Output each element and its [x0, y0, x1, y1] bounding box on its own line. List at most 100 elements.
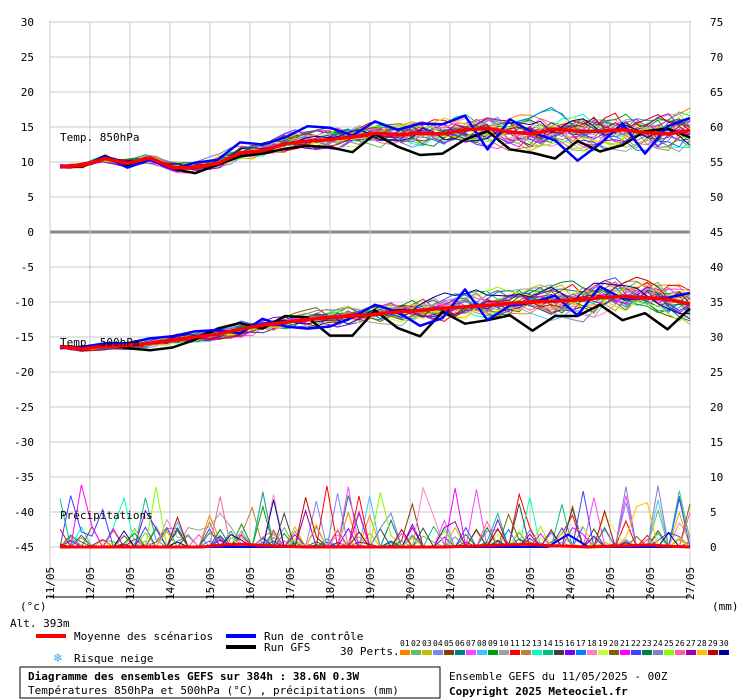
pert-number-label: 06: [455, 639, 465, 648]
left-tick-label: 15: [21, 121, 34, 134]
pert-color-swatch: [587, 650, 597, 655]
pert-color-swatch: [565, 650, 575, 655]
pert-number-label: 13: [532, 639, 542, 648]
right-tick-label: 30: [710, 331, 723, 344]
right-tick-label: 0: [710, 541, 717, 554]
pert-color-swatch: [521, 650, 531, 655]
control-t500-line: [59, 285, 691, 350]
x-tick-label: 23/05: [524, 567, 537, 600]
right-tick-label: 60: [710, 121, 723, 134]
x-tick-label: 11/05: [44, 567, 57, 600]
pert-color-swatch: [411, 650, 421, 655]
x-tick-label: 15/05: [204, 567, 217, 600]
mean-t500-line: [59, 294, 691, 351]
left-tick-label: -40: [14, 506, 34, 519]
left-tick-label: -20: [14, 366, 34, 379]
pert-color-swatch: [664, 650, 674, 655]
left-tick-label: 20: [21, 86, 34, 99]
footer-box: Diagramme des ensembles GEFS sur 384h : …: [19, 666, 441, 699]
pert-number-label: 01: [400, 639, 410, 648]
pert-number-label: 18: [587, 639, 597, 648]
pert-color-swatch: [642, 650, 652, 655]
pert-number-label: 26: [675, 639, 685, 648]
mean-t850-line: [59, 126, 691, 170]
left-tick-label: 5: [27, 191, 34, 204]
pert-number-label: 12: [521, 639, 531, 648]
right-tick-label: 65: [710, 86, 723, 99]
right-tick-label: 10: [710, 471, 723, 484]
right-tick-label: 55: [710, 156, 723, 169]
pert-number-label: 05: [444, 639, 454, 648]
right-tick-label: 50: [710, 191, 723, 204]
pert-number-label: 17: [576, 639, 586, 648]
pert-number-label: 16: [565, 639, 575, 648]
legend-mean-label: Moyenne des scénarios: [74, 630, 213, 643]
axes-labels: 302520151050-5-10-15-20-25-30-35-40-4575…: [14, 16, 723, 600]
perturbation-legend: 01 02 03 04 05 06 07 08 09 10 11 12 13 14 15 16 17 18 19 20…: [400, 639, 729, 655]
pert-color-swatch: [609, 650, 619, 655]
left-unit-label: (°c): [20, 600, 47, 613]
left-tick-label: 25: [21, 51, 34, 64]
pert-number-label: 21: [620, 639, 630, 648]
pert-number-label: 10: [499, 639, 509, 648]
pert-t850-line: [59, 117, 691, 170]
pert-color-swatch: [576, 650, 586, 655]
pert-number-label: 15: [554, 639, 564, 648]
pert-number-label: 02: [411, 639, 421, 648]
pert-number-label: 23: [642, 639, 652, 648]
right-tick-label: 70: [710, 51, 723, 64]
run-info: Ensemble GEFS du 11/05/2025 - 00Z: [449, 670, 668, 683]
x-tick-label: 24/05: [564, 567, 577, 600]
pert-color-swatch: [620, 650, 630, 655]
x-tick-label: 14/05: [164, 567, 177, 600]
pert-color-swatch: [466, 650, 476, 655]
x-tick-label: 19/05: [364, 567, 377, 600]
altitude-label: Alt. 393m: [10, 617, 70, 630]
pert-color-swatch: [477, 650, 487, 655]
x-tick-label: 27/05: [684, 567, 697, 600]
pert-number-label: 08: [477, 639, 487, 648]
legend: Moyenne des scénarios Run de contrôle Ru…: [36, 630, 729, 665]
right-tick-label: 15: [710, 436, 723, 449]
left-tick-label: -5: [21, 261, 34, 274]
gfs-t500-line: [59, 303, 691, 352]
right-tick-label: 40: [710, 261, 723, 274]
panel-label-t500: Temp. 500hPa: [60, 336, 139, 349]
pert-color-swatch: [543, 650, 553, 655]
mean-precip-line: [60, 542, 691, 549]
legend-perts-label: 30 Perts.: [340, 645, 400, 658]
pert-number-label: 07: [466, 639, 476, 648]
pert-color-swatch: [400, 650, 410, 655]
left-tick-label: 0: [27, 226, 34, 239]
pert-number-label: 09: [488, 639, 498, 648]
pert-number-label: 19: [598, 639, 608, 648]
panel-label-t850: Temp. 850hPa: [60, 131, 139, 144]
x-tick-label: 16/05: [244, 567, 257, 600]
pert-color-swatch: [554, 650, 564, 655]
left-tick-label: 30: [21, 16, 34, 29]
pert-number-label: 29: [708, 639, 718, 648]
pert-color-swatch: [631, 650, 641, 655]
pert-color-swatch: [653, 650, 663, 655]
pert-color-swatch: [510, 650, 520, 655]
pert-color-swatch: [444, 650, 454, 655]
pert-number-label: 04: [433, 639, 443, 648]
right-tick-label: 25: [710, 366, 723, 379]
pert-number-label: 28: [697, 639, 707, 648]
pert-color-swatch: [708, 650, 718, 655]
x-tick-label: 22/05: [484, 567, 497, 600]
right-tick-label: 5: [710, 506, 717, 519]
left-tick-label: -10: [14, 296, 34, 309]
pert-color-swatch: [433, 650, 443, 655]
pert-number-label: 14: [543, 639, 553, 648]
right-tick-label: 45: [710, 226, 723, 239]
left-tick-label: -15: [14, 331, 34, 344]
legend-control-label: Run de contrôle: [264, 630, 363, 643]
x-tick-label: 17/05: [284, 567, 297, 600]
left-tick-label: -30: [14, 436, 34, 449]
pert-number-label: 11: [510, 639, 520, 648]
pert-number-label: 03: [422, 639, 432, 648]
pert-color-swatch: [675, 650, 685, 655]
pert-number-label: 24: [653, 639, 663, 648]
x-tick-label: 12/05: [84, 567, 97, 600]
